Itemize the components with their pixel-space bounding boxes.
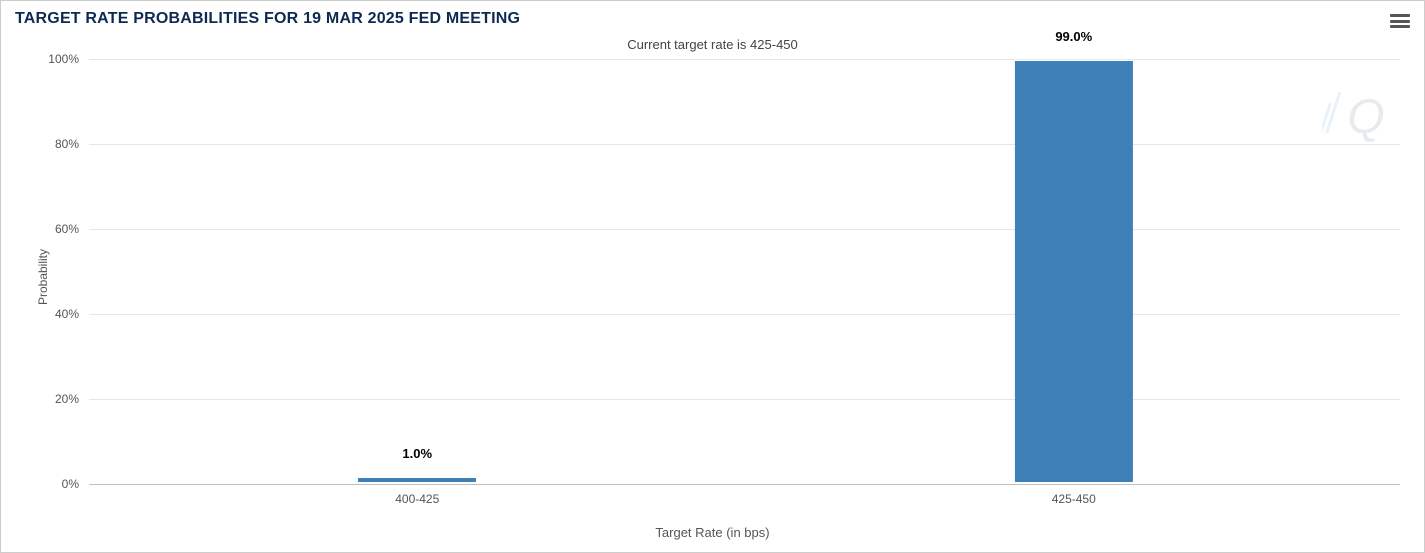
x-axis-title: Target Rate (in bps)	[1, 525, 1424, 540]
y-tick-label: 60%	[39, 222, 79, 236]
chart-plot-area: Q 0%20%40%60%80%100%1.0%400-42599.0%425-…	[89, 59, 1400, 482]
bar-data-label: 99.0%	[1055, 29, 1092, 44]
y-tick-label: 80%	[39, 137, 79, 151]
x-tick-label: 400-425	[395, 492, 439, 506]
chart-bar[interactable]	[1015, 61, 1133, 482]
chart-title: TARGET RATE PROBABILITIES FOR 19 MAR 202…	[15, 10, 520, 28]
grid-line	[89, 144, 1400, 145]
chart-bar[interactable]	[358, 478, 476, 482]
grid-line	[89, 484, 1400, 485]
y-tick-label: 100%	[39, 52, 79, 66]
grid-line	[89, 59, 1400, 60]
chart-subtitle: Current target rate is 425-450	[1, 37, 1424, 52]
y-axis-title: Probability	[36, 248, 50, 304]
bar-data-label: 1.0%	[402, 446, 432, 461]
grid-line	[89, 399, 1400, 400]
grid-line	[89, 229, 1400, 230]
chart-container: TARGET RATE PROBABILITIES FOR 19 MAR 202…	[0, 0, 1425, 553]
y-tick-label: 0%	[39, 477, 79, 491]
y-tick-label: 40%	[39, 307, 79, 321]
x-tick-label: 425-450	[1052, 492, 1096, 506]
chart-menu-button[interactable]	[1390, 12, 1410, 30]
y-tick-label: 20%	[39, 392, 79, 406]
watermark-icon: Q	[1322, 81, 1388, 152]
svg-text:Q: Q	[1347, 91, 1384, 144]
grid-line	[89, 314, 1400, 315]
